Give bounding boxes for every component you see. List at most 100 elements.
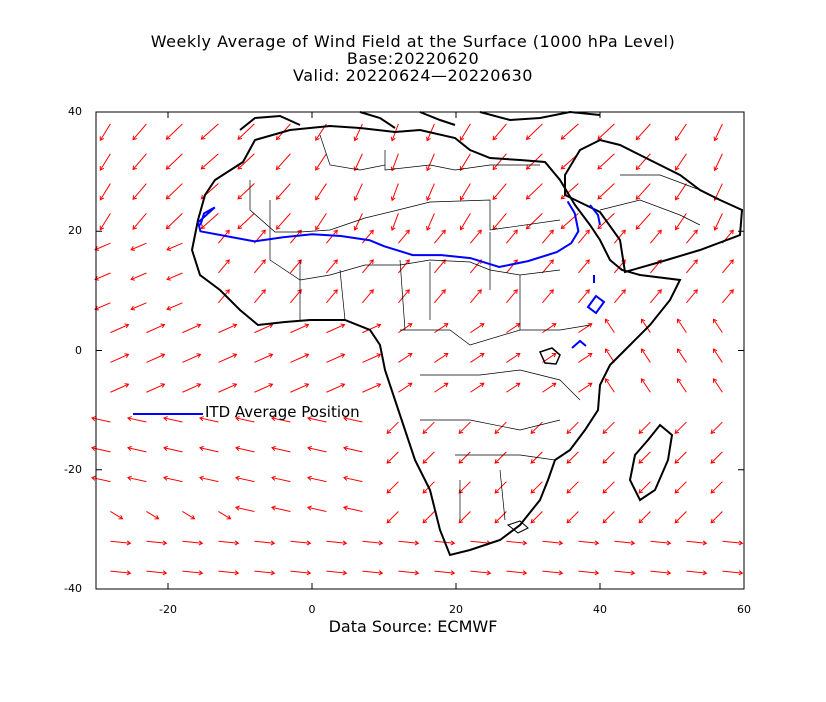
wind-arrow	[166, 242, 183, 251]
wind-arrow	[343, 416, 363, 423]
wind-arrow	[674, 481, 687, 494]
y-tick-label: -20	[64, 462, 82, 476]
wind-arrow	[578, 259, 590, 274]
wind-arrow	[271, 416, 291, 423]
wind-arrow	[130, 302, 147, 311]
wind-arrow	[676, 348, 687, 363]
wind-arrow	[94, 272, 111, 281]
wind-arrow	[326, 259, 338, 274]
wind-arrow	[674, 421, 687, 434]
wind-arrow	[199, 416, 219, 423]
wind-arrow	[235, 416, 255, 423]
wind-arrow	[422, 421, 435, 434]
wind-arrow	[132, 183, 147, 201]
itd-fragment	[571, 204, 606, 349]
wind-arrow	[166, 302, 183, 311]
wind-arrow	[506, 382, 521, 393]
wind-arrow	[597, 123, 615, 140]
wind-arrow	[578, 382, 593, 393]
wind-arrow	[165, 213, 183, 230]
wind-arrow	[235, 445, 255, 453]
wind-arrow	[110, 353, 130, 363]
wind-arrow	[218, 353, 238, 363]
wind-arrow	[650, 289, 662, 304]
wind-arrow	[146, 570, 168, 576]
wind-arrow	[650, 540, 672, 546]
wind-arrow	[398, 259, 410, 274]
wind-arrow	[326, 229, 338, 244]
wind-arrow	[386, 511, 399, 524]
wind-arrow	[674, 511, 687, 524]
wind-arrow	[163, 475, 183, 483]
wind-arrow	[635, 153, 651, 171]
wind-arrow	[326, 289, 338, 304]
wind-arrow	[386, 451, 399, 464]
wind-arrow	[254, 353, 274, 363]
wind-arrow	[560, 123, 579, 140]
wind-arrow	[710, 511, 723, 524]
wind-arrow	[218, 383, 238, 393]
wind-vectors	[91, 123, 744, 576]
wind-arrow	[675, 213, 687, 231]
wind-arrow	[163, 445, 183, 453]
wind-arrow	[290, 259, 302, 274]
wind-arrow	[650, 570, 672, 576]
wind-arrow	[578, 570, 600, 576]
wind-arrow	[165, 153, 183, 170]
wind-arrow	[166, 272, 183, 281]
wind-arrow	[604, 348, 615, 363]
map-title-line1: Weekly Average of Wind Field at the Surf…	[150, 32, 676, 51]
wind-arrow	[99, 153, 111, 171]
wind-arrow	[686, 570, 708, 576]
wind-arrow	[254, 289, 266, 304]
wind-arrow	[110, 383, 130, 393]
wind-arrow	[492, 153, 507, 171]
wind-arrow	[200, 153, 219, 170]
wind-arrow	[237, 123, 255, 140]
wind-arrow	[94, 242, 111, 251]
wind-arrow	[218, 259, 230, 274]
wind-arrow	[494, 451, 507, 464]
wind-arrow	[271, 445, 291, 453]
map-title-line2: Base:20220620	[346, 49, 480, 68]
wind-arrow	[604, 318, 615, 333]
wind-arrow	[426, 153, 435, 172]
wind-arrow	[218, 289, 230, 304]
wind-arrow	[675, 183, 687, 201]
wind-arrow	[713, 153, 723, 172]
wind-arrow	[640, 318, 651, 333]
wind-arrow	[458, 421, 471, 434]
wind-arrow	[182, 353, 202, 363]
wind-arrow	[686, 289, 698, 304]
wind-arrow	[94, 302, 111, 311]
wind-arrow	[675, 153, 687, 171]
wind-arrow	[525, 183, 543, 200]
wind-arrow	[459, 153, 471, 171]
wind-arrow	[99, 183, 111, 201]
wind-arrow	[614, 540, 636, 546]
wind-arrow	[422, 451, 435, 464]
wind-arrow	[390, 183, 399, 202]
wind-arrow	[566, 481, 579, 494]
wind-arrow	[566, 421, 579, 434]
wind-arrow	[110, 511, 124, 520]
wind-arrow	[614, 570, 636, 576]
wind-arrow	[163, 416, 183, 423]
wind-arrow	[218, 323, 238, 334]
wind-arrow	[254, 570, 276, 576]
wind-arrow	[275, 183, 291, 200]
wind-arrow	[290, 289, 302, 304]
wind-arrow	[132, 213, 147, 230]
wind-arrow	[459, 213, 471, 231]
wind-arrow	[390, 213, 399, 232]
wind-arrow	[127, 416, 147, 423]
wind-arrow	[597, 153, 615, 170]
wind-arrow	[506, 570, 528, 576]
wind-arrow	[362, 570, 384, 576]
wind-arrow	[290, 353, 310, 363]
wind-arrow	[635, 123, 651, 141]
wind-arrow	[235, 505, 255, 512]
wind-arrow	[506, 323, 521, 334]
wind-arrow	[91, 475, 111, 483]
wind-arrow	[290, 540, 312, 546]
